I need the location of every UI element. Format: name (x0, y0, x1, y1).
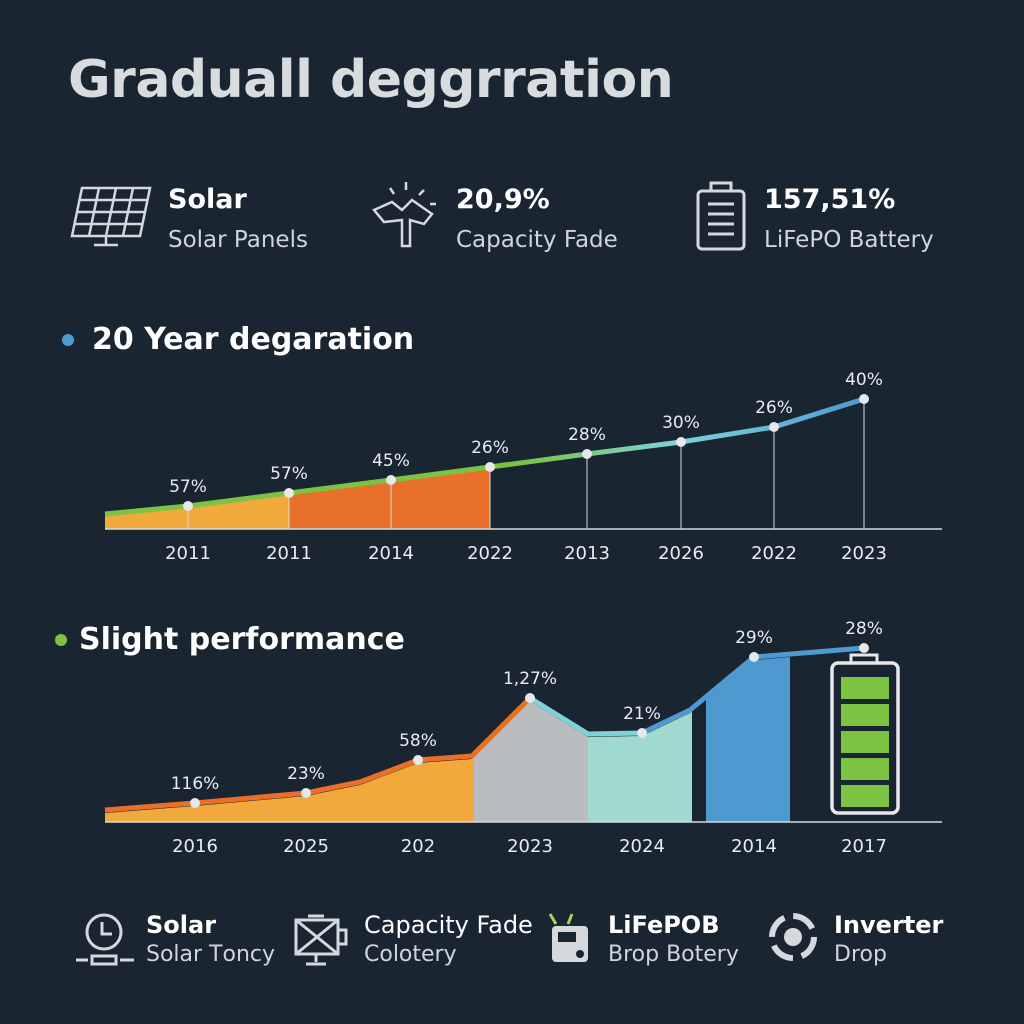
panel-cross-icon (294, 914, 348, 966)
chart1-x-tick: 2011 (165, 543, 211, 564)
battery-gauge-cell (841, 704, 889, 726)
battery-icon (696, 181, 746, 251)
chart2-data-label: 28% (845, 619, 883, 639)
footer-subtitle: Colotery (364, 942, 457, 967)
footer-subtitle: Solar Tоncy (146, 942, 276, 967)
footer-item-inverter: Inverter Drop (766, 910, 943, 970)
chart2-data-label: 116% (171, 774, 220, 794)
chart2-point (637, 728, 647, 738)
chart1-x-tick: 2013 (564, 543, 610, 564)
chart1-title: 20 Year degaration (92, 322, 415, 357)
chart1-area-segment (105, 495, 289, 529)
footer-subtitle: Drop (834, 942, 887, 967)
stat-solar: Solar Solar Panels (68, 180, 308, 260)
chart2-area-segment (474, 701, 588, 822)
chart2-x-tick: 2014 (731, 836, 777, 857)
chart1-x-tick: 2022 (467, 543, 513, 564)
stat-subtitle: Solar Panels (168, 227, 308, 253)
footer-title: LiFePOB (608, 911, 720, 939)
chart2-data-label: 1,27% (503, 669, 557, 689)
chart2-heading: Slight performance (55, 622, 405, 657)
chart1-data-label: 40% (845, 370, 883, 390)
chart2-x-tick: 2016 (172, 836, 218, 857)
chart2-line-segment (528, 695, 643, 737)
chart2-x-tick: 202 (401, 836, 435, 857)
stat-capacity: 20,9% Capacity Fade (372, 180, 618, 260)
inverter-icon (769, 913, 817, 961)
footer-title: Inverter (834, 911, 944, 939)
stat-title: 20,9% (456, 184, 550, 215)
stat-subtitle: LiFePO Battery (764, 227, 934, 253)
chart2-point (749, 652, 759, 662)
chart2-x-tick: 2023 (507, 836, 553, 857)
chart2-data-label: 29% (735, 628, 773, 648)
footer-subtitle: Brop Botery (608, 942, 739, 967)
footer-title: Solar (146, 911, 217, 939)
chart2-area-segment (706, 657, 790, 822)
chart1-dot (62, 333, 74, 346)
chart1-data-label: 57% (169, 477, 207, 497)
chart1-data-label: 57% (270, 464, 308, 484)
chart2-data-label: 21% (623, 704, 661, 724)
battery-device-icon (548, 913, 588, 962)
chart1-point (582, 449, 592, 459)
stat-battery: 157,51% LiFePO Battery (694, 180, 934, 260)
chart1-point (386, 475, 396, 485)
footer-item-capacity: Capacity Fade Colotery (294, 910, 533, 970)
footer-title: Capacity Fade (364, 911, 533, 939)
footer-item-lifepo: LiFePOB Brop Botery (546, 910, 739, 970)
stat-title: 157,51% (764, 184, 896, 215)
chart2-title: Slight performance (79, 622, 405, 657)
chart1-point (284, 488, 294, 498)
chart2-line-segment (640, 645, 865, 736)
stat-subtitle: Capacity Fade (456, 227, 618, 253)
chart1-data-label: 28% (568, 425, 606, 445)
chart1-x-tick: 2011 (266, 543, 312, 564)
chart2-point (413, 755, 423, 765)
chart1-x-tick: 2022 (751, 543, 797, 564)
chart1-x-tick: 2023 (841, 543, 887, 564)
chart1-heading: 20 Year degaration (62, 322, 414, 357)
battery-gauge-cell (841, 677, 889, 699)
chart1-point (676, 437, 686, 447)
solar-panel-icon (70, 186, 152, 247)
clock-icon (76, 913, 134, 966)
chart1-data-label: 26% (755, 398, 793, 418)
chart2-area-segment (105, 757, 474, 822)
chart1-point (485, 462, 495, 472)
battery-gauge-cell (841, 785, 889, 807)
chart2-x-tick: 2024 (619, 836, 665, 857)
chart2-dot (55, 633, 67, 646)
chart2-data-label: 58% (399, 731, 437, 751)
chart1-point (769, 422, 779, 432)
chart2-point (859, 643, 869, 653)
footer-item-solar: Solar Solar Tоncy (74, 910, 275, 970)
page-title: Graduall deggrration (68, 50, 674, 110)
chart1-x-tick: 2014 (368, 543, 414, 564)
chart1-data-label: 45% (372, 451, 410, 471)
chart2-point (190, 798, 200, 808)
wind-turbine-icon (372, 182, 436, 248)
chart2-point (301, 788, 311, 798)
chart1-area-segment (289, 469, 490, 529)
chart1-data-label: 26% (471, 438, 509, 458)
stat-title: Solar (168, 184, 247, 215)
chart2-x-tick: 2025 (283, 836, 329, 857)
battery-gauge-cell (841, 758, 889, 780)
chart2-x-tick: 2017 (841, 836, 887, 857)
chart2-point (525, 693, 535, 703)
chart2-area-segment (588, 711, 692, 822)
chart2-data-label: 23% (287, 764, 325, 784)
chart1-x-tick: 2026 (658, 543, 704, 564)
chart1-point (183, 501, 193, 511)
battery-gauge-cell (841, 731, 889, 753)
chart1-data-label: 30% (662, 413, 700, 433)
chart1-point (859, 394, 869, 404)
